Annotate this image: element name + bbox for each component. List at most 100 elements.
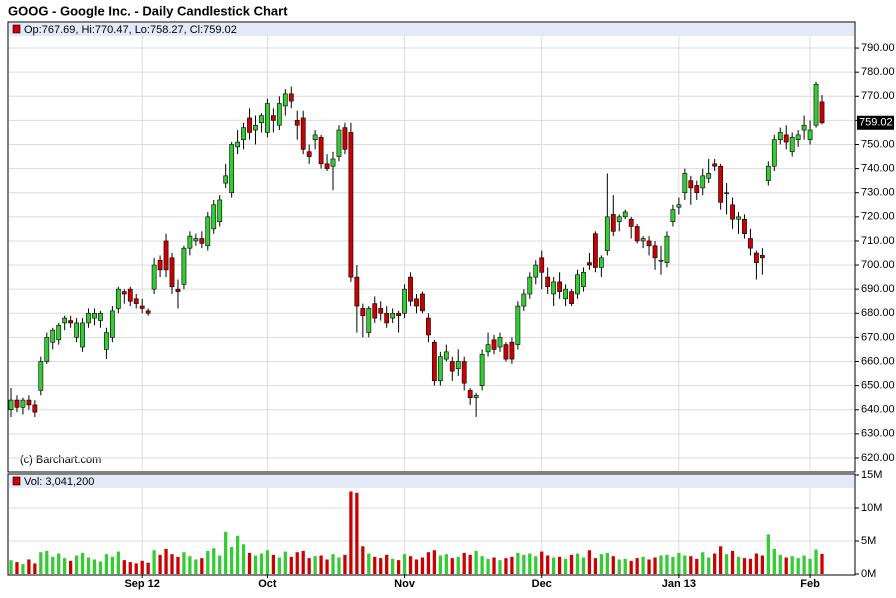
y-tick-label: 690.00: [861, 283, 895, 295]
volume-bar: [432, 550, 437, 574]
volume-bar: [39, 552, 43, 574]
candle-body: [819, 101, 825, 124]
volume-bar: [778, 554, 782, 574]
candle-body: [115, 288, 121, 309]
candle-body: [294, 120, 300, 126]
candle-body: [187, 235, 193, 249]
candle-body: [402, 288, 407, 314]
candle-body: [461, 361, 467, 384]
candle-body: [426, 317, 431, 336]
volume-bar: [331, 554, 335, 574]
candle-body: [199, 238, 205, 244]
volume-bar: [15, 562, 19, 574]
candle-body: [700, 175, 706, 189]
volume-bar: [391, 558, 395, 574]
candle-body: [68, 320, 74, 324]
candle-body: [414, 298, 419, 307]
candle-body: [527, 276, 533, 295]
volume-bar: [277, 557, 281, 574]
volume-bar: [218, 555, 222, 574]
candle-body: [121, 291, 127, 295]
volume-bar: [587, 550, 592, 574]
candle-body: [342, 127, 348, 150]
volume-bar: [271, 554, 276, 574]
x-tick-label: Dec: [532, 578, 552, 590]
candle-body: [288, 93, 294, 102]
volume-bar: [206, 550, 210, 574]
candle-body: [366, 308, 372, 333]
y-tick-label: 0M: [861, 568, 876, 580]
candle-body: [783, 134, 789, 143]
y-tick-label: 780.00: [861, 66, 895, 78]
volume-bar: [689, 556, 693, 574]
candle-body: [38, 361, 44, 391]
volume-bar: [557, 556, 562, 574]
volume-bar: [158, 554, 162, 574]
volume-bar: [164, 548, 168, 574]
volume-bar: [51, 556, 55, 574]
candle-body: [175, 288, 181, 292]
volume-bar: [361, 546, 365, 574]
candle-body: [622, 211, 628, 218]
volume-bar: [605, 552, 609, 574]
candle-body: [473, 394, 479, 398]
volume-bar: [736, 556, 741, 574]
volume-bar: [748, 558, 753, 574]
candle-body: [247, 117, 252, 133]
candle-body: [241, 127, 246, 140]
volume-bar: [629, 560, 633, 574]
x-tick-label: Oct: [258, 578, 277, 590]
volume-bar: [21, 564, 25, 574]
volume-bar: [27, 559, 31, 574]
candle-body: [157, 259, 163, 271]
volume-bar: [170, 554, 174, 574]
volume-bar: [468, 554, 472, 574]
volume-bar: [289, 556, 293, 574]
candle-body: [718, 165, 724, 203]
candle-body: [336, 129, 342, 157]
volume-bar: [754, 553, 759, 574]
y-tick-label: 700.00: [861, 259, 895, 271]
candle-body: [712, 163, 718, 167]
candle-body: [139, 305, 145, 309]
candle-body: [306, 151, 312, 157]
candle-body: [56, 325, 62, 341]
volume-bar: [766, 534, 770, 574]
candle-body: [479, 353, 485, 386]
candle-body: [32, 404, 38, 413]
candle-body: [20, 399, 26, 408]
candle-body: [318, 136, 324, 165]
candle-body: [354, 276, 360, 307]
volume-bar: [444, 554, 448, 574]
volume-bar: [647, 559, 651, 574]
candle-body: [581, 271, 586, 288]
candle-body: [646, 240, 652, 247]
volume-bar: [677, 552, 681, 574]
volume-bar: [200, 558, 204, 574]
volume-bar: [534, 556, 538, 574]
volume-bar: [373, 556, 377, 574]
volume-bar: [492, 557, 496, 574]
volume-bar: [283, 551, 287, 574]
volume-bar: [247, 552, 252, 574]
volume-bar: [814, 549, 818, 574]
volume-bar: [134, 563, 138, 574]
price-panel: [7, 21, 856, 473]
candle-body: [539, 257, 545, 273]
candle-body: [449, 361, 455, 372]
candle-body: [229, 144, 235, 194]
volume-bar: [641, 556, 645, 574]
volume-bar: [379, 558, 383, 574]
volume-bar: [528, 553, 532, 574]
candle-body: [432, 341, 437, 382]
candle-body: [312, 134, 318, 140]
volume-bar: [307, 558, 311, 574]
candle-body: [777, 132, 783, 140]
candle-body: [408, 276, 413, 302]
candle-body: [569, 291, 574, 304]
volume-bar: [235, 535, 240, 574]
candle-body: [813, 83, 819, 126]
candle-body: [593, 233, 598, 268]
candle-body: [92, 312, 97, 319]
volume-bar: [772, 548, 776, 574]
